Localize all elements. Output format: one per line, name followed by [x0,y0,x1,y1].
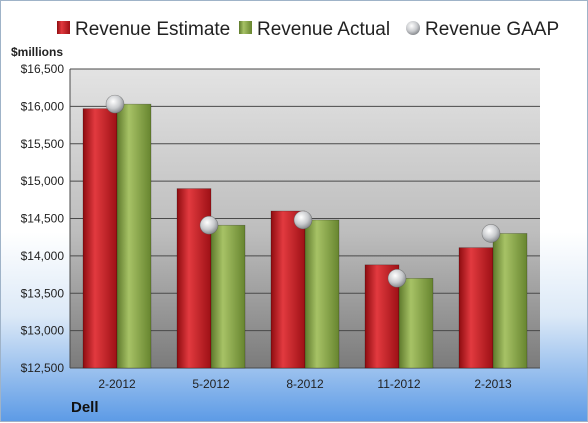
revenue-gaap-marker [387,268,407,288]
revenue-actual-bar [304,219,340,369]
x-tick-label: 8-2012 [286,377,324,391]
y-tick-label: $14,000 [21,249,65,263]
revenue-actual-bar [398,277,434,369]
y-tick-label: $15,000 [21,174,65,188]
company-label: Dell [71,399,99,416]
legend-swatch-revenue-actual [239,21,252,34]
bars [82,103,528,369]
gaap-markers [105,94,501,288]
y-axis-unit-label: $millions [11,45,63,59]
legend: Revenue Estimate Revenue Actual Revenue … [57,19,559,40]
revenue-estimate-bar [82,108,118,369]
y-tick-label: $15,500 [21,137,65,151]
revenue-actual-bar [116,103,152,369]
revenue-gaap-marker [293,210,313,230]
y-tick-label: $12,500 [21,361,65,375]
y-tick-label: $16,500 [21,62,65,76]
x-tick-label: 11-2012 [377,377,420,391]
legend-swatch-revenue-estimate [57,21,70,34]
revenue-gaap-marker [105,94,125,114]
y-tick-label: $16,000 [21,99,65,113]
legend-label-revenue-gaap: Revenue GAAP [425,19,559,40]
revenue-gaap-marker [199,215,219,235]
revenue-actual-bar [492,233,528,369]
revenue-estimate-bar [176,188,212,369]
legend-label-revenue-estimate: Revenue Estimate [75,19,230,40]
y-tick-label: $13,000 [21,324,65,338]
y-axis-ticks: $12,500 $13,000 $13,500 $14,000 $14,500 $15,0… [21,62,65,375]
y-tick-label: $14,500 [21,212,65,226]
revenue-estimate-bar [458,247,494,369]
legend-marker-revenue-gaap [406,21,420,35]
x-tick-label: 2-2012 [98,377,136,391]
revenue-gaap-marker [481,224,501,243]
x-axis-ticks: 2-2012 5-2012 8-2012 11-2012 2-2013 [98,377,512,391]
legend-label-revenue-actual: Revenue Actual [257,19,390,40]
x-tick-label: 5-2012 [192,377,230,391]
y-tick-label: $13,500 [21,286,65,300]
revenue-estimate-bar [270,210,306,369]
revenue-actual-bar [210,224,246,369]
x-tick-label: 2-2013 [474,377,512,391]
